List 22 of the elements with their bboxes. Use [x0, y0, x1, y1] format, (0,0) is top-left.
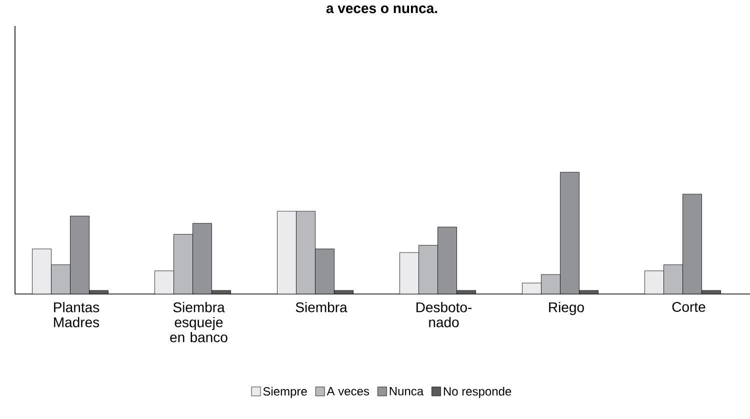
bar: [400, 252, 419, 294]
legend-label: Siempre: [263, 386, 307, 398]
x-tick-label: Plantas Madres: [54, 302, 100, 328]
chart-title: a veces o nunca.: [326, 6, 438, 14]
bar: [644, 270, 664, 294]
bar: [51, 264, 70, 294]
legend-label: Nunca: [390, 387, 424, 396]
bar: [174, 234, 193, 294]
bar: [418, 245, 438, 294]
bar: [32, 248, 52, 294]
bar: [664, 264, 683, 294]
bar: [154, 270, 174, 294]
bar: [541, 274, 560, 294]
bar: [277, 210, 296, 294]
bar: [296, 210, 316, 294]
legend-label: No responde: [444, 386, 512, 398]
x-tick-label: Siembra: [296, 302, 348, 312]
x-tick-label: Riego: [549, 302, 584, 316]
x-tick-label: Siembra esqueje en banco: [170, 302, 228, 342]
x-tick-label: Desboto-nado: [416, 302, 472, 328]
legend-label: A veces: [326, 387, 370, 396]
x-tick-label: Corte: [672, 302, 706, 312]
